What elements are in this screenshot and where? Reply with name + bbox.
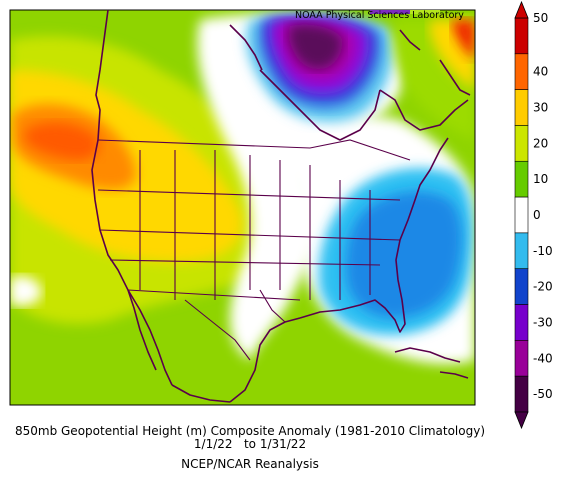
- caption-title: 850mb Geopotential Height (m) Composite …: [14, 424, 485, 438]
- caption-date-range: 1/1/22 to 1/31/22: [193, 437, 307, 451]
- colorbar-swatch: [514, 304, 529, 341]
- field-zero-patch-west: [10, 275, 42, 306]
- colorbar-tick-label: 50: [533, 11, 548, 25]
- colorbar-swatch: [514, 232, 529, 270]
- colorbar-swatch: [514, 53, 529, 90]
- field-ne-pos-red: [451, 20, 475, 60]
- field-45-zone: [25, 122, 99, 161]
- colorbar-top-arrow: [514, 0, 529, 19]
- colorbar-swatch: [514, 17, 529, 55]
- colorbar-tick-label: 20: [533, 136, 548, 150]
- brand-strip: [370, 10, 410, 14]
- map-frame: [9, 9, 476, 406]
- colorbar-bottom-arrow: [514, 411, 529, 430]
- colorbar-tick-label: -30: [533, 315, 553, 329]
- field-se-neg-15: [345, 191, 462, 318]
- colorbar-swatch: [514, 375, 529, 413]
- colorbar-swatch: [514, 340, 529, 377]
- colorbar-tick-label: 0: [533, 208, 541, 222]
- political-borders: [97, 139, 411, 361]
- colorbar-swatch: [514, 160, 529, 198]
- colorbar-tick-label: -10: [533, 244, 553, 258]
- colorbar-tick-label: 40: [533, 65, 548, 79]
- colorbar-tick-label: -40: [533, 351, 553, 365]
- colorbar-swatch: [514, 268, 529, 305]
- colorbar-tick-label: -50: [533, 387, 553, 401]
- colorbar-swatch: [514, 125, 529, 162]
- brand-label: NOAA Physical Sciences Laboratory: [295, 10, 464, 21]
- brand-strip-2: [410, 10, 440, 14]
- caption-source: NCEP/NCAR Reanalysis: [181, 457, 319, 471]
- colorbar-tick-label: 10: [533, 172, 548, 186]
- colorbar-tick-label: -20: [533, 280, 553, 294]
- colorbar-swatch: [514, 89, 529, 126]
- field-neg-50: [288, 24, 343, 70]
- colorbar-swatch: [514, 196, 529, 234]
- colorbar-tick-label: 30: [533, 101, 548, 115]
